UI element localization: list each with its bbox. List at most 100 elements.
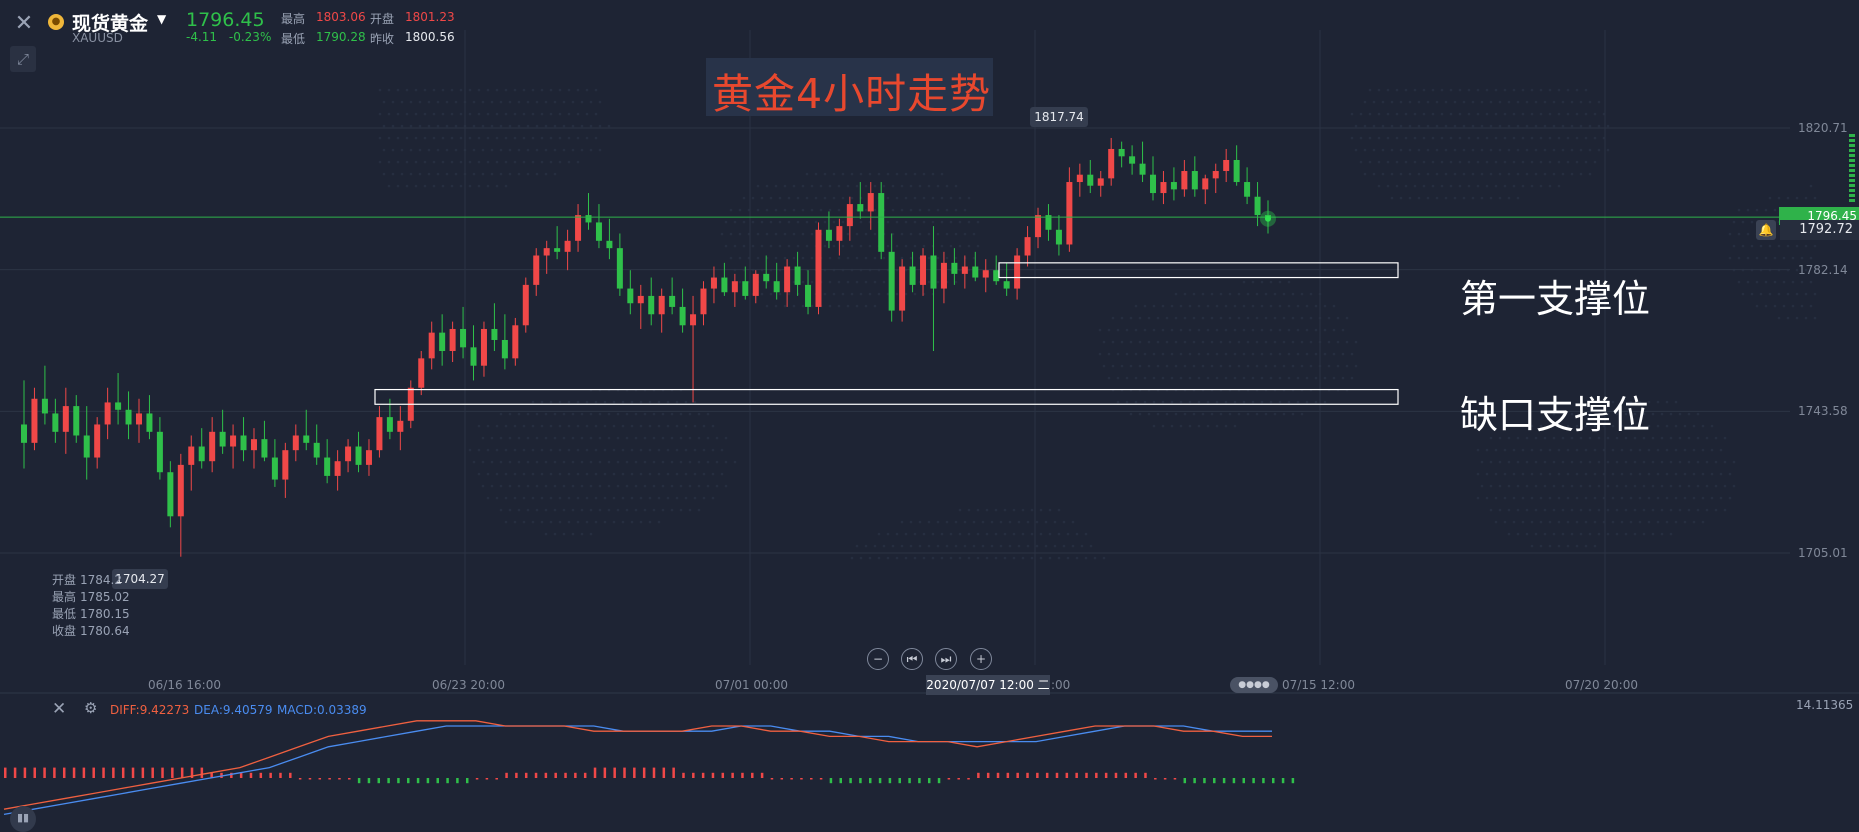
- macd-bar: [1144, 772, 1147, 778]
- candle-body: [794, 266, 801, 285]
- map-dot: [895, 172, 899, 176]
- macd-bar: [1026, 772, 1029, 778]
- map-dot: [1566, 136, 1570, 140]
- candle-body: [345, 446, 352, 462]
- map-dot: [1386, 184, 1390, 188]
- zoom-out-button[interactable]: −: [867, 648, 889, 670]
- candle-body: [658, 295, 665, 315]
- map-dot: [1633, 412, 1637, 416]
- map-dot: [1665, 472, 1669, 476]
- close-indicator-icon[interactable]: ✕: [52, 699, 67, 719]
- map-dot: [1305, 400, 1309, 404]
- map-dot: [1723, 460, 1727, 464]
- map-dot: [823, 220, 827, 224]
- macd-bar: [800, 778, 803, 780]
- chevron-down-icon[interactable]: ▼: [157, 12, 167, 26]
- map-dot: [1543, 532, 1547, 536]
- map-dot: [1539, 520, 1543, 524]
- map-dot: [1692, 520, 1696, 524]
- map-dot: [949, 532, 953, 536]
- macd-bar: [1095, 772, 1098, 778]
- map-dot: [1804, 244, 1808, 248]
- map-dot: [1404, 160, 1408, 164]
- map-dot: [594, 88, 598, 92]
- map-dot: [873, 232, 877, 236]
- map-dot: [900, 256, 904, 260]
- macd-bar: [171, 767, 174, 778]
- map-dot: [1206, 328, 1210, 332]
- map-dot: [1714, 436, 1718, 440]
- map-dot: [913, 556, 917, 560]
- map-dot: [1102, 364, 1106, 368]
- map-dot: [1620, 424, 1624, 428]
- map-dot: [940, 244, 944, 248]
- macd-bar: [574, 772, 577, 778]
- map-dot: [1386, 112, 1390, 116]
- map-dot: [1629, 496, 1633, 500]
- map-dot: [1561, 124, 1565, 128]
- map-dot: [517, 412, 521, 416]
- map-dot: [1192, 316, 1196, 320]
- candle-body: [449, 328, 456, 352]
- alert-price[interactable]: 1792.72: [1780, 220, 1859, 240]
- map-dot: [1647, 424, 1651, 428]
- map-dot: [1462, 172, 1466, 176]
- map-dot: [1368, 160, 1372, 164]
- map-dot: [1588, 100, 1592, 104]
- map-dot: [1233, 304, 1237, 308]
- zoom-in-button[interactable]: +: [970, 648, 992, 670]
- map-dot: [855, 304, 859, 308]
- jump-start-button[interactable]: ⏮: [901, 648, 923, 670]
- map-dot: [1467, 160, 1471, 164]
- macd-bar: [819, 778, 823, 780]
- jump-end-button[interactable]: ⏭: [935, 648, 957, 670]
- map-dot: [1593, 160, 1597, 164]
- bell-icon[interactable]: 🔔: [1756, 220, 1776, 240]
- map-dot: [1012, 532, 1016, 536]
- macd-bar: [927, 778, 931, 784]
- map-dot: [679, 460, 683, 464]
- map-dot: [1129, 316, 1133, 320]
- map-dot: [1296, 352, 1300, 356]
- settings-icon[interactable]: ⚙: [84, 699, 98, 717]
- map-dot: [405, 112, 409, 116]
- map-dot: [1260, 304, 1264, 308]
- ohlc-close-label: 收盘: [52, 624, 77, 638]
- map-dot: [1629, 448, 1633, 452]
- map-dot: [459, 160, 463, 164]
- map-dot: [1615, 460, 1619, 464]
- price-axis-label: 1782.14: [1798, 263, 1848, 277]
- map-dot: [864, 232, 868, 236]
- map-dot: [1566, 448, 1570, 452]
- map-dot: [792, 304, 796, 308]
- map-dot: [1143, 328, 1147, 332]
- map-dot: [490, 436, 494, 440]
- scroll-handle[interactable]: ●●●●: [1230, 677, 1278, 693]
- symbol-name[interactable]: 现货黄金: [72, 13, 149, 35]
- macd-bar: [593, 767, 597, 778]
- close-icon[interactable]: ✕: [14, 11, 34, 36]
- map-dot: [954, 544, 958, 548]
- map-dot: [1588, 532, 1592, 536]
- map-dot: [1669, 532, 1673, 536]
- macd-bar: [731, 772, 734, 778]
- prev-close-value: 1800.56: [405, 30, 455, 44]
- map-dot: [1107, 328, 1111, 332]
- indicator-menu-icon[interactable]: ▮▮: [10, 806, 36, 832]
- map-dot: [1260, 328, 1264, 332]
- map-dot: [571, 460, 575, 464]
- map-dot: [1624, 484, 1628, 488]
- macd-bar: [1281, 778, 1285, 784]
- draw-tool-icon[interactable]: ⤢: [10, 46, 36, 72]
- candle-body: [1191, 171, 1198, 190]
- map-dot: [558, 448, 562, 452]
- map-dot: [1242, 376, 1246, 380]
- map-dot: [1444, 124, 1448, 128]
- map-dot: [468, 88, 472, 92]
- map-dot: [760, 196, 764, 200]
- map-dot: [1206, 352, 1210, 356]
- map-dot: [1341, 352, 1345, 356]
- map-dot: [1138, 412, 1142, 416]
- map-dot: [598, 508, 602, 512]
